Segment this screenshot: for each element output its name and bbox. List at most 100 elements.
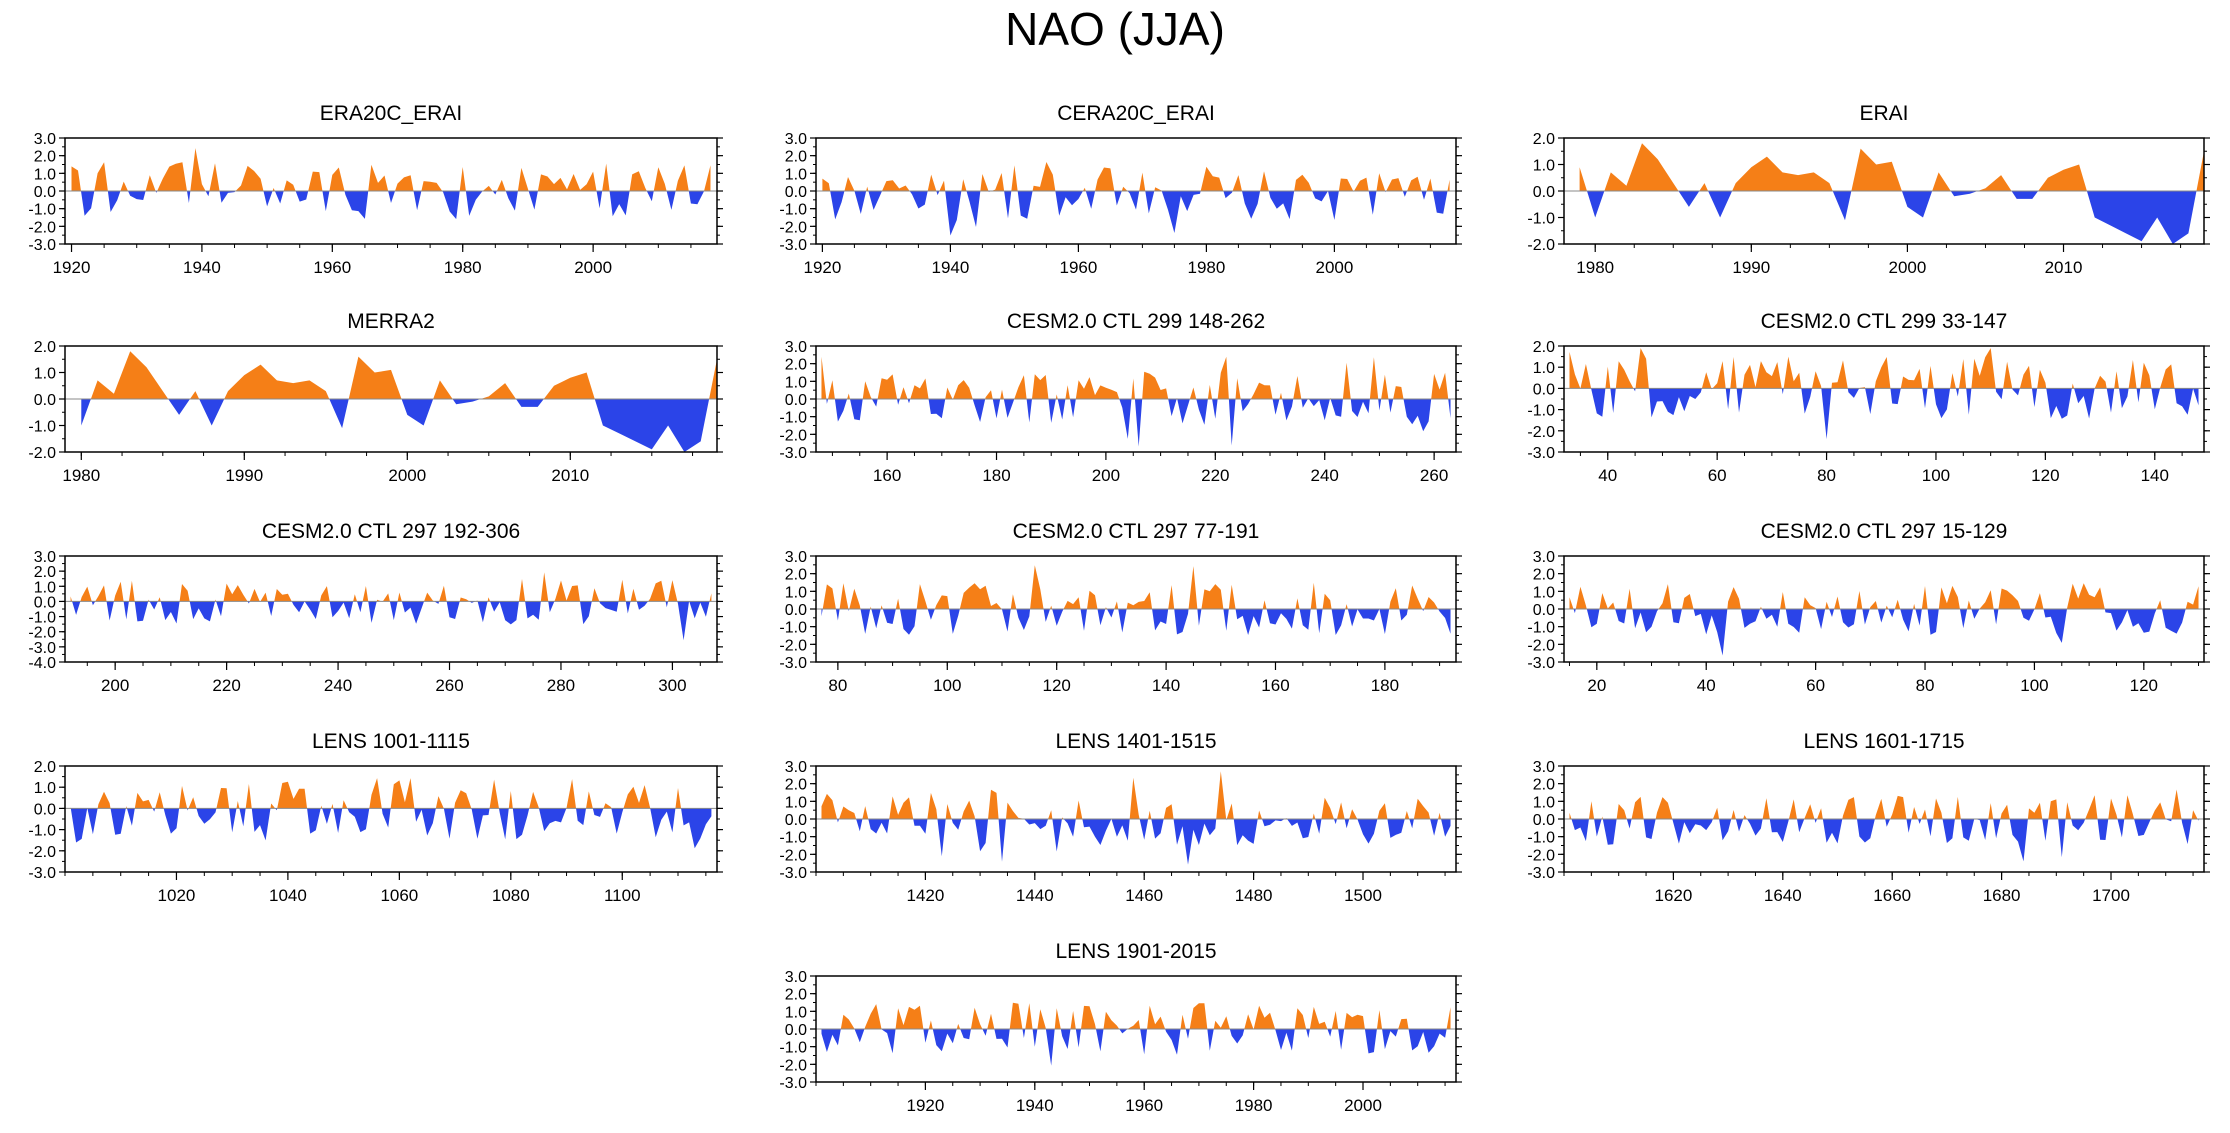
y-tick-label: -3.0	[28, 640, 56, 657]
y-tick-label: -4.0	[28, 655, 56, 672]
y-tick-label: 0.0	[34, 801, 56, 818]
y-tick-label: -2.0	[779, 847, 807, 864]
y-tick-label: 0.0	[785, 392, 807, 409]
x-tick-label: 2000	[1889, 258, 1927, 277]
nao-panel: CESM2.0 CTL 299 33-147 -3.0 -2.0 -1.0 0.0 1.0…	[1527, 310, 2210, 485]
y-tick-label: 2.0	[1533, 777, 1555, 794]
x-tick-label: 120	[1042, 676, 1070, 695]
negative-anomaly-area	[821, 399, 1451, 447]
x-tick-label: 240	[324, 676, 352, 695]
y-tick-label: -2.0	[28, 844, 56, 861]
y-tick-label: 0.0	[1533, 602, 1555, 619]
x-tick-label: 1960	[1125, 1096, 1163, 1115]
panel-title: ERAI	[1859, 102, 1908, 125]
y-tick-label: -1.0	[779, 830, 807, 847]
positive-anomaly-area	[1569, 789, 2199, 819]
y-tick-label: 3.0	[785, 969, 807, 986]
y-tick-label: -3.0	[28, 237, 56, 254]
x-tick-label: 1980	[62, 466, 100, 485]
x-tick-label: 100	[2020, 676, 2048, 695]
x-tick-label: 200	[1092, 466, 1120, 485]
panel-title: LENS 1901-2015	[1055, 940, 1216, 963]
x-tick-label: 1990	[1732, 258, 1770, 277]
positive-anomaly-area	[821, 356, 1451, 399]
x-tick-label: 1940	[931, 258, 969, 277]
negative-anomaly-area	[70, 601, 712, 641]
x-tick-label: 1980	[1235, 1096, 1273, 1115]
x-tick-label: 1420	[906, 886, 944, 905]
y-tick-label: 0.0	[34, 184, 56, 201]
panel-title: ERA20C_ERAI	[320, 102, 462, 125]
y-tick-label: -3.0	[779, 1075, 807, 1092]
y-tick-label: -2.0	[779, 427, 807, 444]
y-tick-label: -1.0	[28, 202, 56, 219]
x-tick-label: 220	[212, 676, 240, 695]
y-tick-label: 2.0	[1533, 339, 1555, 356]
panel-title: CERA20C_ERAI	[1057, 102, 1215, 125]
x-tick-label: 1660	[1873, 886, 1911, 905]
x-tick-label: 1980	[444, 258, 482, 277]
y-tick-label: -1.0	[779, 1040, 807, 1057]
x-tick-label: 40	[1598, 466, 1617, 485]
panel-title: CESM2.0 CTL 297 192-306	[262, 520, 520, 543]
panel-title: LENS 1601-1715	[1803, 730, 1964, 753]
y-tick-label: 1.0	[785, 374, 807, 391]
x-tick-label: 160	[873, 466, 901, 485]
x-tick-label: 1620	[1654, 886, 1692, 905]
x-tick-label: 1940	[1016, 1096, 1054, 1115]
y-tick-label: -2.0	[779, 219, 807, 236]
y-tick-label: -3.0	[779, 237, 807, 254]
x-tick-label: 160	[1261, 676, 1289, 695]
x-tick-label: 60	[1708, 466, 1727, 485]
x-tick-label: 80	[828, 676, 847, 695]
positive-anomaly-area	[70, 572, 712, 602]
positive-anomaly-area	[822, 162, 1450, 191]
y-tick-label: 2.0	[1533, 567, 1555, 584]
x-tick-label: 1040	[269, 886, 307, 905]
x-tick-label: 2000	[1344, 1096, 1382, 1115]
y-tick-label: 1.0	[34, 166, 56, 183]
y-tick-label: 3.0	[1533, 759, 1555, 776]
positive-anomaly-area	[821, 771, 1451, 819]
x-tick-label: 1920	[53, 258, 91, 277]
nao-panel: CESM2.0 CTL 299 148-262 -3.0-2.0-1.00.01.…	[779, 310, 1462, 485]
x-tick-label: 1940	[183, 258, 221, 277]
x-tick-label: 1080	[492, 886, 530, 905]
y-tick-label: 3.0	[34, 131, 56, 148]
x-tick-label: 260	[1420, 466, 1448, 485]
x-tick-label: 100	[1922, 466, 1950, 485]
y-tick-label: -2.0	[28, 219, 56, 236]
y-tick-label: -3.0	[779, 865, 807, 882]
y-tick-label: -3.0	[779, 655, 807, 672]
nao-panel: LENS 1001-1115 -3.0 -2.0 -1.0 0.0 1.0 2.0 1020 1…	[28, 730, 723, 905]
y-tick-label: 2.0	[34, 564, 56, 581]
nao-panel: LENS 1401-1515 -3.0-2.0-1.00.01.02.03.0 14…	[779, 730, 1462, 905]
y-tick-label: 0.0	[785, 812, 807, 829]
y-tick-label: -3.0	[1527, 655, 1555, 672]
panel-title: CESM2.0 CTL 299 33-147	[1761, 310, 2008, 333]
x-tick-label: 180	[982, 466, 1010, 485]
y-tick-label: -1.0	[1527, 830, 1555, 847]
y-tick-label: -3.0	[1527, 865, 1555, 882]
y-tick-label: -3.0	[28, 865, 56, 882]
y-tick-label: 2.0	[34, 149, 56, 166]
positive-anomaly-area	[70, 778, 712, 809]
negative-anomaly-area	[821, 1029, 1451, 1066]
y-tick-label: -3.0	[1527, 445, 1555, 462]
y-tick-label: 2.0	[785, 567, 807, 584]
x-tick-label: 1060	[380, 886, 418, 905]
y-tick-label: 0.0	[785, 602, 807, 619]
x-tick-label: 200	[101, 676, 129, 695]
negative-anomaly-area	[1569, 819, 2199, 862]
positive-anomaly-area	[1569, 583, 2199, 609]
y-tick-label: -1.0	[779, 202, 807, 219]
y-tick-label: 0.0	[785, 184, 807, 201]
x-tick-label: 180	[1371, 676, 1399, 695]
x-tick-label: 100	[933, 676, 961, 695]
x-tick-label: 2010	[551, 466, 589, 485]
x-tick-label: 1980	[1576, 258, 1614, 277]
y-tick-label: -1.0	[1527, 620, 1555, 637]
y-tick-label: 2.0	[785, 777, 807, 794]
y-tick-label: 3.0	[785, 759, 807, 776]
